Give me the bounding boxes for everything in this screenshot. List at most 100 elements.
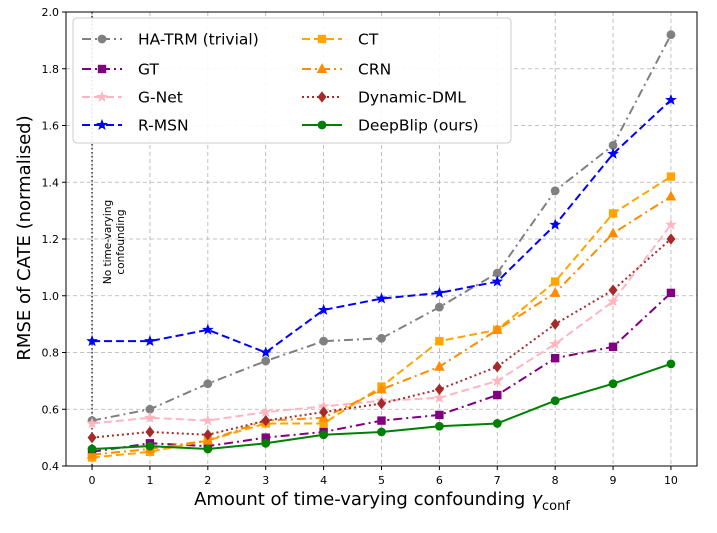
data-point [86,417,98,429]
legend: HA-TRM (trivial) GT G-Net R-MSN CT CRN Dynamic… [72,17,512,144]
series-line [91,195,672,456]
data-point [608,284,618,296]
data-point [550,318,560,330]
legend-item: GT [82,61,159,79]
legend-label: R-MSN [138,117,189,135]
series-line [92,99,672,354]
series-r-msn [86,93,677,358]
x-tick-label: 5 [378,474,385,487]
series-line [91,34,672,422]
data-point [608,209,618,218]
legend-marker [97,34,107,44]
y-tick-label: 0.4 [42,460,60,473]
series-crn [86,190,677,459]
x-tick-label: 8 [552,474,559,487]
data-point [665,190,677,201]
data-point [87,431,97,444]
data-point [434,383,444,396]
data-point [434,421,444,431]
legend-label: DeepBlip (ours) [358,117,479,135]
data-point [434,360,445,371]
legend-label: G-Net [138,89,183,107]
legend-item: G-Net [82,89,183,107]
data-point [550,186,560,196]
data-point [666,30,676,40]
data-point [549,337,562,349]
data-point [666,288,676,298]
legend-item: Dynamic-DML [302,89,466,107]
y-tick-label: 1.0 [42,290,60,303]
data-point [607,295,619,307]
data-point [491,275,504,287]
y-tick-label: 1.2 [42,233,60,246]
data-point [666,359,676,369]
data-point [319,406,329,418]
data-point [550,396,560,406]
legend-label: CRN [358,61,391,79]
data-point [666,172,676,181]
data-point [203,379,213,389]
legend-item: CRN [302,61,391,79]
legend-marker [317,34,327,44]
y-axis-title: RMSE of CATE (normalised) [14,115,35,360]
data-point [144,335,156,347]
data-point [261,414,271,427]
legend-label: CT [358,31,379,49]
legend-marker [97,64,107,74]
data-point [144,411,156,423]
data-point [87,444,97,454]
data-point [608,379,618,389]
data-point [375,292,388,304]
data-point [666,233,676,245]
series-dynamic-dml [87,233,676,444]
legend-item: R-MSN [82,117,189,135]
legend-marker [316,63,328,73]
x-axis-title-text: Amount of time-varying confounding [194,489,525,510]
legend-box [72,17,512,144]
data-point [201,414,214,426]
x-tick-label: 4 [320,474,327,487]
legend-item: CT [302,31,379,49]
x-tick-label: 7 [494,474,501,487]
data-point [435,336,444,346]
data-point [549,287,561,297]
data-point [433,286,446,298]
annotation-line-2: confounding [115,209,127,274]
x-tick-label: 10 [664,474,678,487]
legend-marker [317,120,327,130]
data-point [549,218,562,230]
data-point [376,383,387,394]
legend-label: Dynamic-DML [358,89,466,107]
data-point [434,302,444,312]
legend-marker [96,118,108,130]
data-point [86,448,98,459]
data-point [492,361,502,373]
x-tick-label: 3 [262,474,269,487]
data-point [550,353,560,363]
data-point [317,303,330,315]
data-point [492,419,502,428]
annotation: No time-varying confounding [102,200,127,284]
data-point [435,410,444,420]
data-point [377,416,386,425]
series-line [91,238,672,439]
axis-ticks: 0.4 0.6 0.8 1.0 1.2 1.4 1.6 1.8 2.0 0 1 2 3 4 5 6 7 8 9 10 [42,6,678,487]
y-tick-label: 1.4 [42,176,60,189]
data-point [665,218,677,230]
y-tick-label: 2.0 [42,6,60,19]
legend-label: HA-TRM (trivial) [138,31,259,49]
data-point [319,430,329,440]
data-point [201,323,214,335]
data-point [493,390,502,400]
data-point [377,333,386,343]
y-tick-label: 0.6 [42,403,60,416]
data-point [145,426,155,438]
data-point [550,277,560,286]
data-point [203,429,213,441]
annotation-line-1: No time-varying [102,200,114,284]
legend-item: DeepBlip (ours) [302,117,479,135]
legend-item: HA-TRM (trivial) [82,31,259,49]
data-point [608,342,618,352]
data-point [665,93,677,105]
